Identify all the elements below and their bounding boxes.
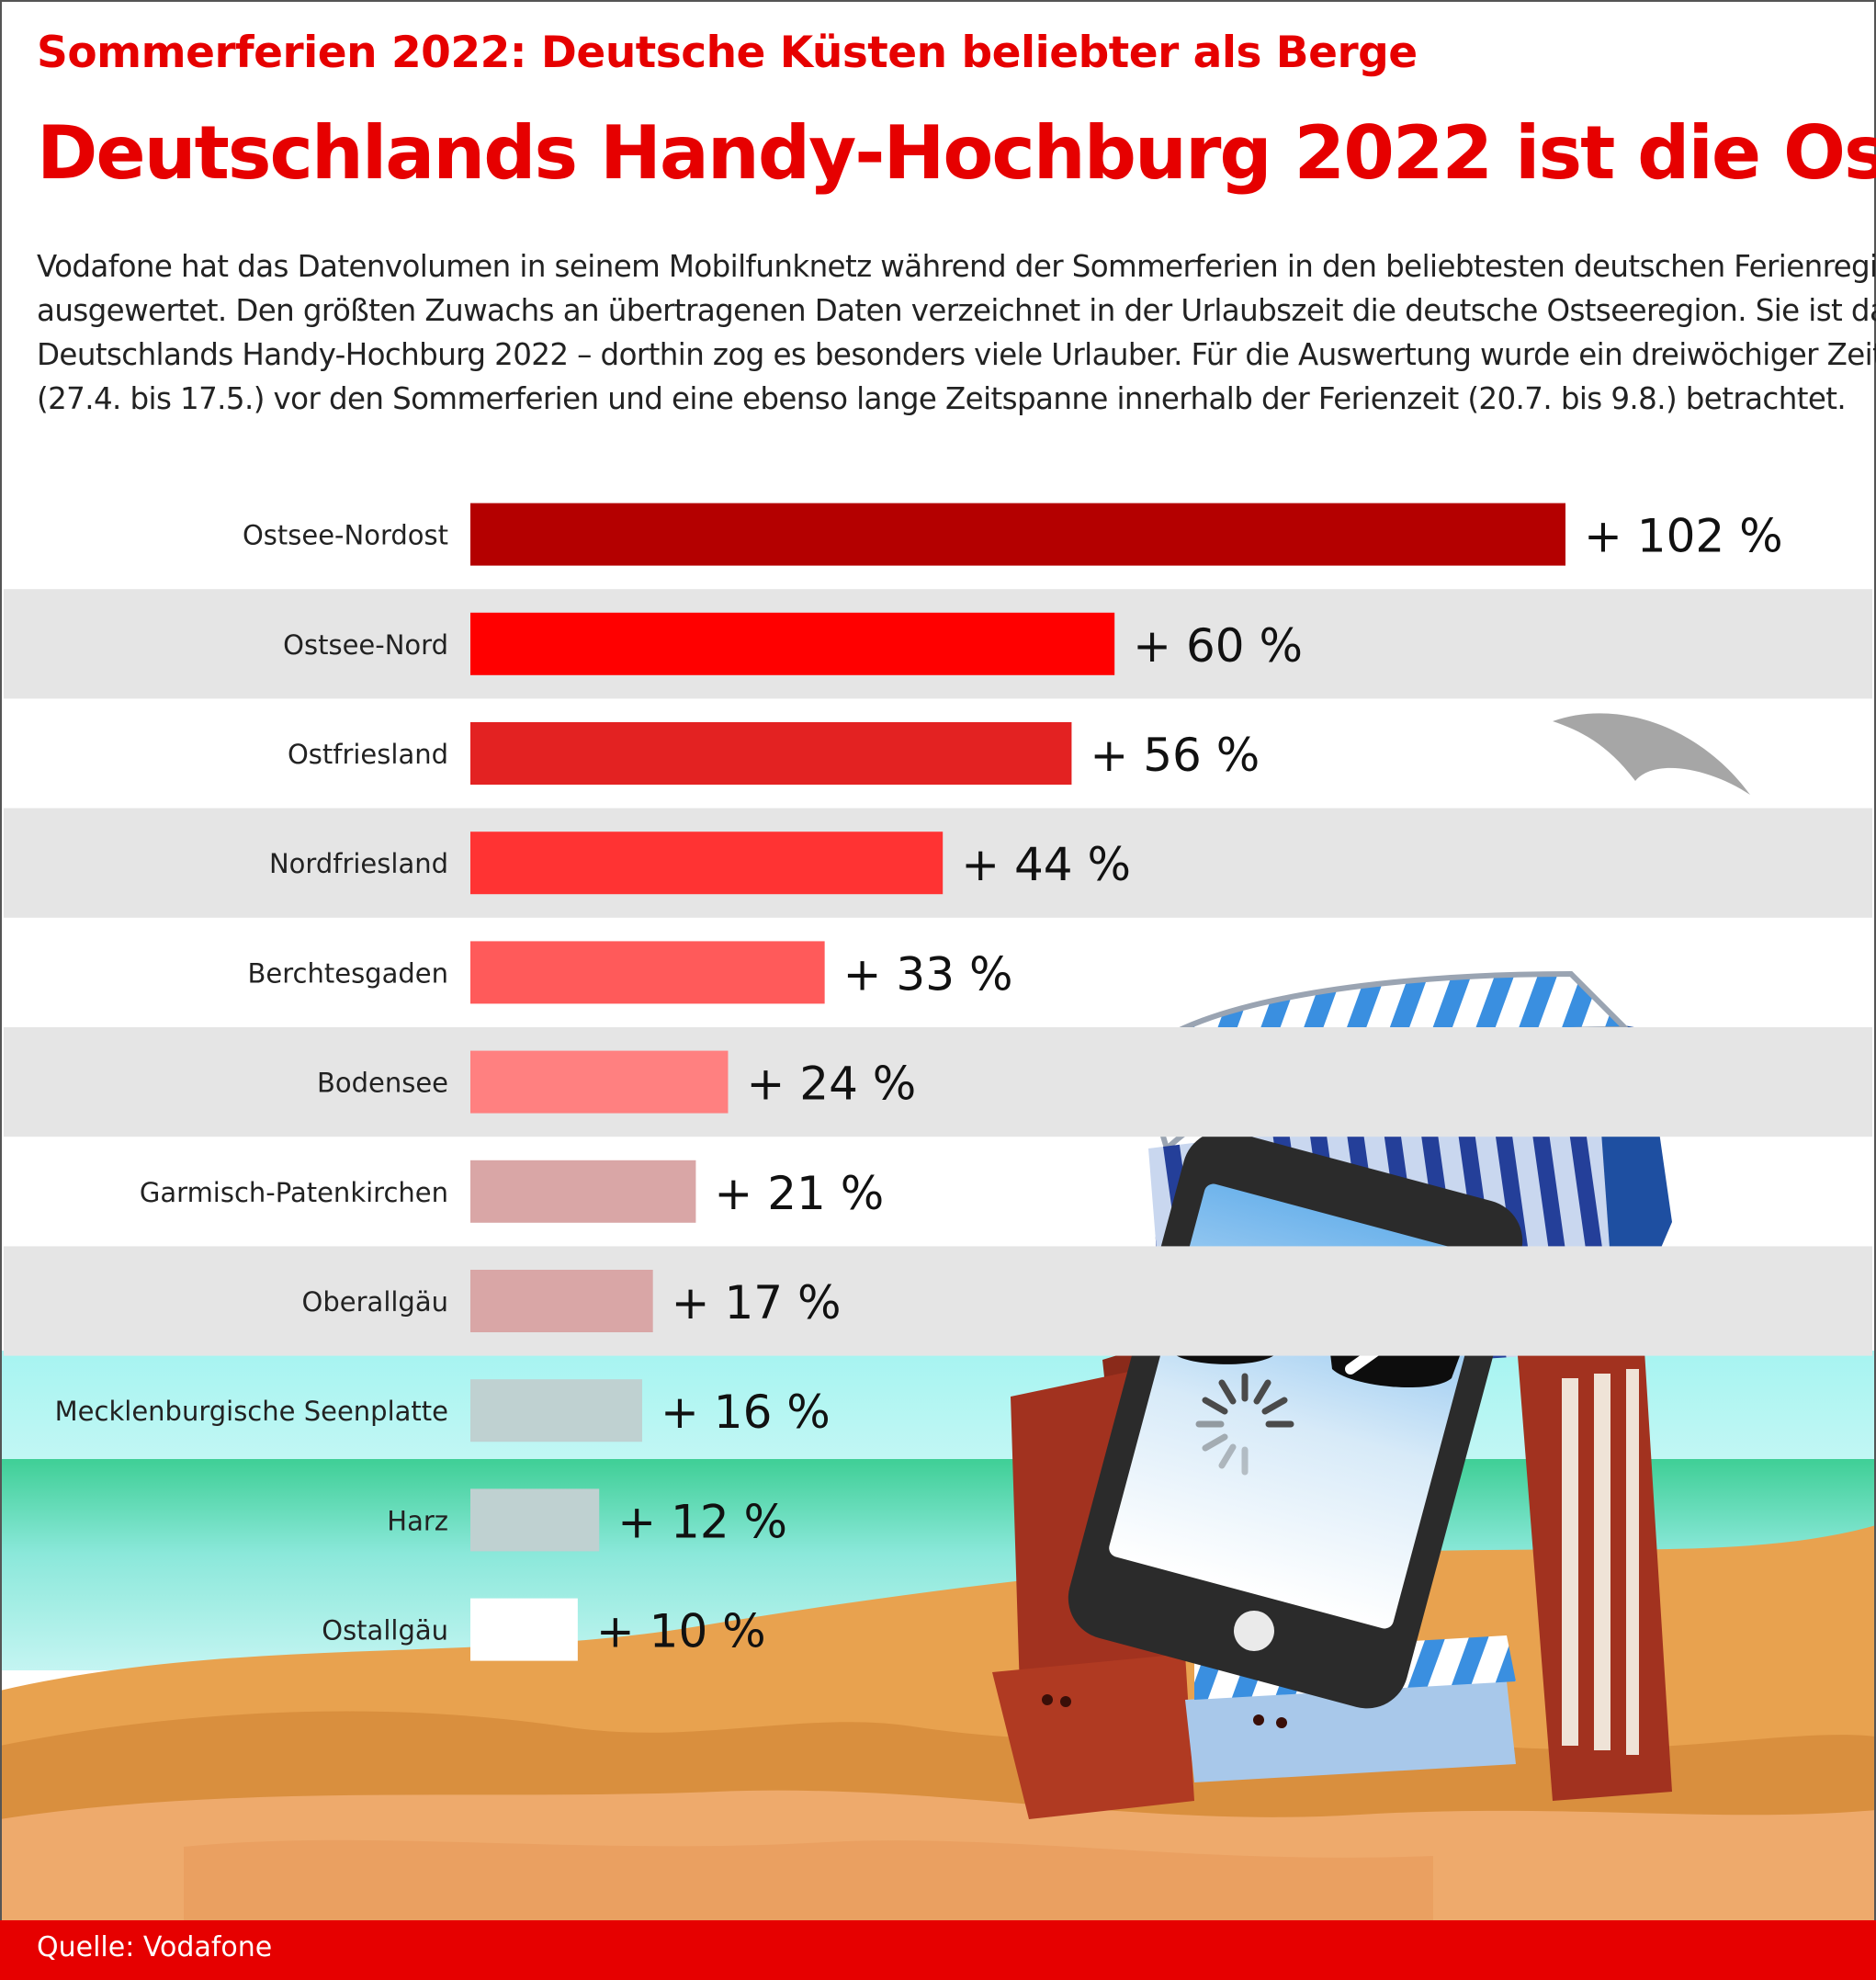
category-label: Garmisch-Patenkirchen — [140, 1177, 448, 1208]
bar — [470, 1050, 729, 1114]
intro-line: ausgewertet. Den größten Zuwachs an über… — [37, 293, 1876, 328]
loading-spinner-icon — [1195, 1373, 1294, 1476]
intro-line: Vodafone hat das Datenvolumen in seinem … — [37, 249, 1876, 284]
category-label: Ostfriesland — [288, 739, 448, 770]
bar — [470, 1488, 600, 1552]
subtitle: Sommerferien 2022: Deutsche Küsten belie… — [37, 28, 1418, 78]
category-label: Nordfriesland — [269, 848, 448, 879]
bar — [470, 1598, 578, 1661]
value-label: + 60 % — [1133, 619, 1303, 673]
category-label: Ostsee-Nordost — [243, 520, 448, 551]
bar — [470, 941, 825, 1004]
value-label: + 21 % — [714, 1167, 884, 1220]
source-note: Quelle: Vodafone — [37, 1931, 273, 1963]
value-label: + 44 % — [961, 838, 1131, 891]
value-label: + 17 % — [672, 1276, 842, 1329]
row-band — [4, 1246, 1872, 1356]
category-label: Harz — [387, 1505, 448, 1536]
category-label: Ostallgäu — [322, 1615, 448, 1646]
category-label: Oberallgäu — [302, 1286, 448, 1318]
bar — [470, 503, 1565, 566]
value-label: + 102 % — [1584, 510, 1783, 563]
sand-shadow — [184, 1839, 1433, 1920]
value-label: + 10 % — [596, 1605, 766, 1658]
category-label: Bodensee — [317, 1068, 448, 1099]
intro-line: Deutschlands Handy-Hochburg 2022 – dorth… — [37, 337, 1876, 372]
value-label: + 24 % — [746, 1058, 916, 1111]
bar — [470, 612, 1115, 675]
category-label: Ostsee-Nord — [283, 629, 448, 661]
value-label: + 16 % — [661, 1386, 831, 1439]
bar — [470, 1379, 642, 1443]
bar — [470, 832, 944, 895]
category-label: Berchtesgaden — [248, 957, 448, 989]
bar — [470, 1160, 696, 1223]
category-label: Mecklenburgische Seenplatte — [55, 1396, 448, 1427]
bar — [470, 1270, 653, 1332]
bar — [470, 722, 1072, 785]
seagull-icon — [1553, 713, 1750, 795]
intro-text: Vodafone hat das Datenvolumen in seinem … — [37, 244, 1876, 421]
value-label: + 33 % — [843, 947, 1013, 1001]
value-label: + 12 % — [617, 1495, 787, 1548]
footer-bar: Quelle: Vodafone — [0, 1920, 1876, 1980]
value-label: + 56 % — [1090, 729, 1260, 782]
intro-line: (27.4. bis 17.5.) vor den Sommerferien u… — [37, 381, 1847, 416]
page-title: Deutschlands Handy-Hochburg 2022 ist die… — [37, 110, 1876, 196]
row-band — [4, 1027, 1872, 1137]
